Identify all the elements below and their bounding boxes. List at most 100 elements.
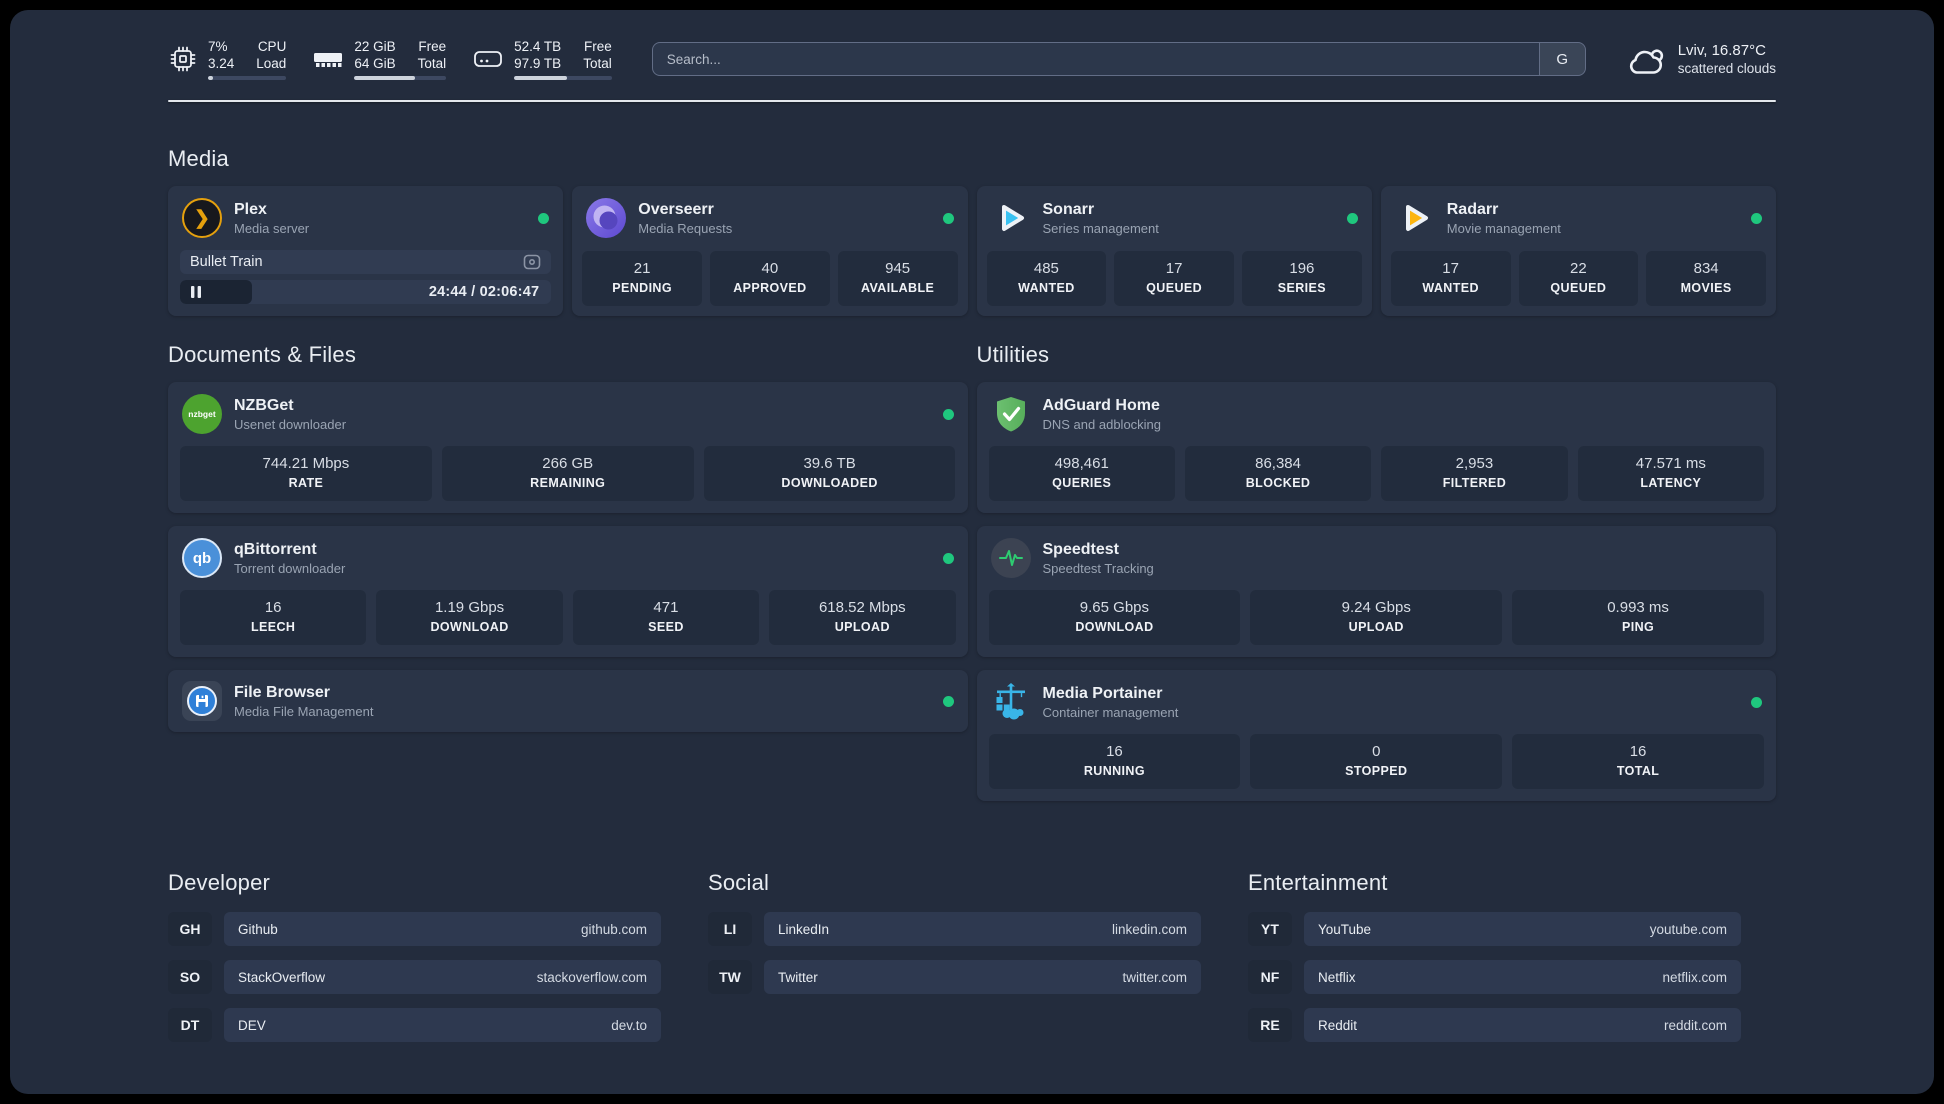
nzbget-icon: nzbget <box>182 394 222 434</box>
search-input[interactable] <box>651 42 1586 76</box>
nzbget-card[interactable]: nzbget NZBGet Usenet downloader 744.21 M… <box>168 382 968 513</box>
utilities-column: Utilities AdGuard Home DNS and adblockin… <box>976 342 1776 814</box>
stat-value: 834 <box>1693 260 1719 277</box>
stat-value: 498,461 <box>1054 455 1109 472</box>
weather-widget[interactable]: Lviv, 16.87°C scattered clouds <box>1622 41 1776 78</box>
bookmark-row: YT YouTube youtube.com <box>1248 912 1741 946</box>
ram-total-label: Total <box>417 56 447 71</box>
speedtest-title: Speedtest <box>1042 540 1119 558</box>
section-title-developer: Developer <box>168 870 271 895</box>
section-title-documents: Documents & Files <box>168 342 357 367</box>
stat-value: 17 <box>1165 260 1183 277</box>
adguard-title: AdGuard Home <box>1042 396 1160 414</box>
portainer-title: Media Portainer <box>1042 684 1163 702</box>
stat-value: 196 <box>1289 260 1315 277</box>
speedtest-icon <box>990 538 1031 578</box>
sonarr-subtitle: Series management <box>1042 220 1159 236</box>
speedtest-card[interactable]: Speedtest Speedtest Tracking 9.65 Gbps D… <box>976 526 1776 657</box>
section-title-entertainment: Entertainment <box>1248 870 1388 895</box>
bookmark-row: NF Netflix netflix.com <box>1248 960 1741 994</box>
nzbget-subtitle: Usenet downloader <box>234 416 347 432</box>
stat-tile: 39.6 TB DOWNLOADED <box>703 446 956 501</box>
search-engine-button[interactable]: G <box>1538 43 1585 75</box>
stat-tile: 0 STOPPED <box>1250 734 1503 789</box>
stat-tile: 471 SEED <box>572 590 760 645</box>
bookmark-row: DT DEV dev.to <box>168 1008 661 1042</box>
plex-subtitle: Media server <box>234 220 310 236</box>
adguard-icon <box>996 397 1025 432</box>
bookmark-abbr: DT <box>168 1008 212 1042</box>
disk-total-label: Total <box>583 56 612 71</box>
stat-tile: 266 GB REMAINING <box>441 446 694 501</box>
filebrowser-card[interactable]: File Browser Media File Management <box>168 670 968 732</box>
section-title-media: Media <box>168 146 229 171</box>
stat-tile: 9.24 Gbps UPLOAD <box>1250 590 1503 645</box>
portainer-card[interactable]: Media Portainer Container management 16 … <box>976 670 1776 801</box>
stat-tile: 21 PENDING <box>582 251 702 306</box>
social-section: Social LI LinkedIn linkedin.com TW Twitt… <box>708 870 1201 1056</box>
bookmark-link-twitter[interactable]: Twitter twitter.com <box>764 960 1201 994</box>
qbittorrent-icon: qb <box>182 538 222 578</box>
plex-now-playing: Bullet Train <box>180 250 552 274</box>
radarr-card[interactable]: Radarr Movie management 17 WANTED 22 QUE… <box>1380 186 1776 316</box>
bookmark-link-youtube[interactable]: YouTube youtube.com <box>1304 912 1741 946</box>
stat-label: UPLOAD <box>1348 620 1404 634</box>
qbittorrent-status-dot <box>942 552 954 564</box>
bookmark-abbr: YT <box>1248 912 1292 946</box>
stat-tile: 485 WANTED <box>986 251 1107 306</box>
adguard-card[interactable]: AdGuard Home DNS and adblocking 498,461 … <box>976 382 1776 513</box>
stat-label: PENDING <box>612 281 672 295</box>
plex-card[interactable]: ❯ Plex Media server Bullet Train <box>168 186 564 316</box>
stat-value: 16 <box>1629 743 1647 760</box>
overseerr-card[interactable]: Overseerr Media Requests 21 PENDING 40 A… <box>572 186 968 316</box>
disk-free-label: Free <box>583 39 612 54</box>
pause-icon[interactable] <box>190 285 202 299</box>
cpu-usage-label: CPU <box>257 39 287 54</box>
stat-value: 2,953 <box>1455 455 1494 472</box>
bookmark-link-linkedin[interactable]: LinkedIn linkedin.com <box>764 912 1201 946</box>
bookmark-url: youtube.com <box>1649 921 1727 937</box>
bookmark-url: twitter.com <box>1122 969 1187 985</box>
ram-free-label: Free <box>418 39 447 54</box>
bookmark-link-dev[interactable]: DEV dev.to <box>224 1008 661 1042</box>
overseerr-title: Overseerr <box>638 200 714 218</box>
stat-tile: 834 MOVIES <box>1646 251 1766 306</box>
bookmark-link-netflix[interactable]: Netflix netflix.com <box>1304 960 1741 994</box>
bookmark-link-reddit[interactable]: Reddit reddit.com <box>1304 1008 1741 1042</box>
media-cards-row: ❯ Plex Media server Bullet Train <box>168 186 1776 316</box>
cpu-usage-value: 7% <box>208 39 228 54</box>
stat-tile: 16 LEECH <box>180 590 367 645</box>
stat-label: REMAINING <box>530 476 606 490</box>
qbittorrent-card[interactable]: qb qBittorrent Torrent downloader 16 LEE… <box>168 526 968 657</box>
bookmark-url: netflix.com <box>1662 969 1727 985</box>
bookmark-name: Reddit <box>1318 1017 1358 1033</box>
stat-value: 17 <box>1442 260 1459 277</box>
stat-value: 1.19 Gbps <box>434 599 505 616</box>
ram-progress-bar <box>354 76 447 80</box>
stat-label: AVAILABLE <box>860 281 935 295</box>
cpu-load-label: Load <box>256 56 287 71</box>
weather-location-temp: Lviv, 16.87°C <box>1677 41 1766 59</box>
stat-value: 471 <box>653 599 679 616</box>
stat-value: 945 <box>885 260 911 277</box>
bookmark-row: TW Twitter twitter.com <box>708 960 1201 994</box>
entertainment-section: Entertainment YT YouTube youtube.com NF … <box>1248 870 1741 1056</box>
portainer-icon <box>996 683 1025 720</box>
cpu-icon <box>170 46 196 72</box>
stat-value: 266 GB <box>542 455 594 472</box>
bookmark-abbr: GH <box>168 912 212 946</box>
nzbget-status-dot <box>942 408 954 420</box>
stat-tile: 47.571 ms LATENCY <box>1577 446 1764 501</box>
filebrowser-subtitle: Media File Management <box>234 703 374 719</box>
stat-tile: 22 QUEUED <box>1518 251 1639 306</box>
bookmark-link-github[interactable]: Github github.com <box>224 912 661 946</box>
speedtest-subtitle: Speedtest Tracking <box>1042 560 1154 576</box>
plex-time-display: 24:44 / 02:06:47 <box>428 284 540 300</box>
bookmark-link-stackoverflow[interactable]: StackOverflow stackoverflow.com <box>224 960 661 994</box>
bookmark-url: reddit.com <box>1663 1017 1727 1033</box>
ram-stat: 22 GiB Free 64 GiB Total <box>312 38 447 80</box>
ram-free-value: 22 GiB <box>354 39 396 54</box>
stat-tile: 2,953 FILTERED <box>1381 446 1568 501</box>
sonarr-card[interactable]: Sonarr Series management 485 WANTED 17 Q… <box>976 186 1372 316</box>
section-title-utilities: Utilities <box>976 342 1050 367</box>
